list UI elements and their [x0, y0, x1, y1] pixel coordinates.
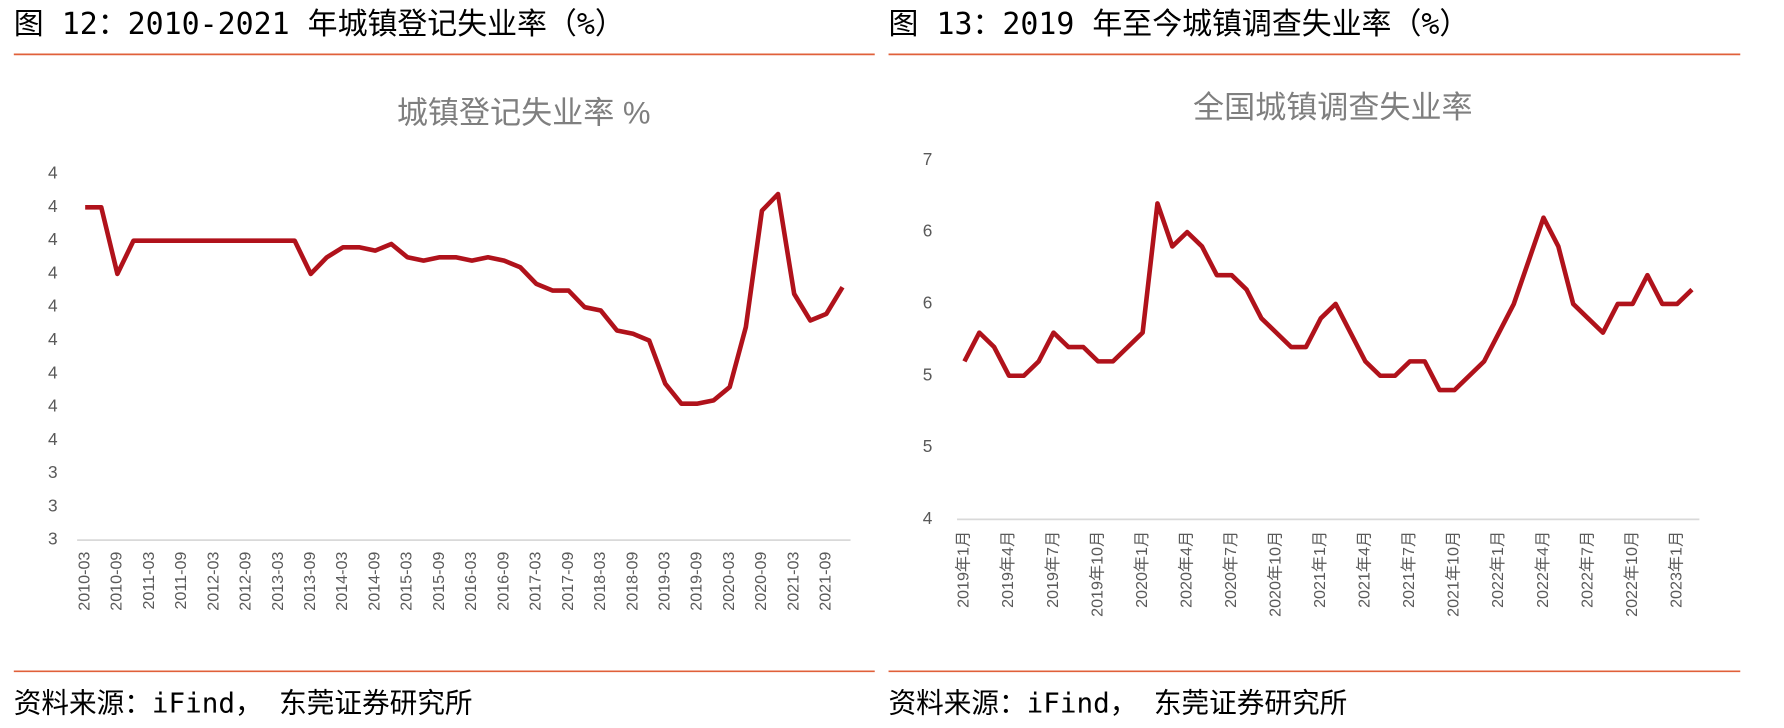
- x-tick-label: 2022年1月: [1489, 531, 1507, 608]
- x-tick-label: 2010-03: [75, 552, 93, 611]
- x-tick-label: 2022年4月: [1534, 531, 1552, 608]
- x-tick-label: 2020年10月: [1267, 531, 1285, 617]
- y-tick-label: 4: [48, 163, 58, 183]
- x-tick-label: 2020-09: [752, 552, 770, 611]
- y-tick-label: 4: [48, 196, 58, 216]
- figure-caption: 图 12：2010-2021 年城镇登记失业率（%）: [14, 7, 625, 42]
- y-tick-label: 6: [923, 292, 933, 312]
- data-line: [85, 191, 845, 406]
- x-tick-label: 2013-09: [301, 552, 319, 611]
- y-tick-label: 4: [48, 429, 58, 449]
- x-tick-label: 2017-03: [527, 552, 545, 611]
- x-tick-label: 2021年10月: [1445, 531, 1463, 617]
- x-tick-label: 2021-03: [784, 552, 802, 611]
- x-tick-label: 2011-03: [140, 552, 158, 610]
- x-tick-label: 2017-09: [559, 552, 577, 611]
- x-tick-label: 2010-09: [108, 552, 126, 611]
- x-tick-label: 2019-03: [656, 552, 674, 611]
- x-tick-label: 2018-09: [623, 552, 641, 611]
- x-tick-label: 2021年7月: [1400, 531, 1418, 608]
- x-tick-label: 2022年7月: [1578, 531, 1596, 608]
- x-tick-label: 2019年4月: [999, 531, 1017, 608]
- y-tick-label: 3: [48, 495, 58, 515]
- x-tick-label: 2016-09: [494, 552, 512, 611]
- x-tick-label: 2014-03: [333, 552, 351, 611]
- x-tick-label: 2019年10月: [1088, 531, 1106, 617]
- y-tick-label: 4: [48, 362, 58, 382]
- x-tick-label: 2015-09: [430, 552, 448, 611]
- data-line: [962, 201, 1694, 393]
- chart-title: 全国城镇调查失业率: [1193, 90, 1473, 125]
- y-tick-label: 6: [923, 221, 933, 241]
- y-tick-label: 5: [923, 364, 933, 384]
- x-tick-label: 2020-03: [720, 552, 738, 611]
- chart-title: 城镇登记失业率 %: [397, 96, 651, 131]
- x-tick-label: 2020年4月: [1177, 531, 1195, 608]
- x-tick-label: 2019-09: [688, 552, 706, 611]
- y-tick-label: 4: [48, 329, 58, 349]
- x-tick-label: 2022年10月: [1623, 531, 1641, 617]
- y-tick-label: 3: [48, 462, 58, 482]
- x-tick-label: 2011-09: [172, 552, 190, 610]
- x-tick-label: 2012-03: [204, 552, 222, 611]
- x-tick-label: 2013-03: [269, 552, 287, 611]
- y-tick-label: 4: [48, 262, 58, 282]
- y-tick-label: 4: [48, 296, 58, 316]
- y-tick-label: 4: [48, 229, 58, 249]
- x-tick-label: 2012-09: [237, 552, 255, 611]
- x-tick-label: 2021年4月: [1356, 531, 1374, 608]
- x-tick-label: 2019年7月: [1044, 531, 1062, 608]
- x-tick-label: 2016-03: [462, 552, 480, 611]
- x-tick-label: 2015-03: [398, 552, 416, 611]
- x-tick-label: 2014-09: [365, 552, 383, 611]
- y-tick-label: 5: [923, 436, 933, 456]
- x-tick-label: 2023年1月: [1667, 531, 1685, 608]
- x-tick-label: 2021-09: [817, 552, 835, 611]
- figure-caption: 图 13：2019 年至今城镇调查失业率（%）: [889, 7, 1470, 42]
- x-tick-label: 2020年1月: [1133, 531, 1151, 608]
- x-tick-label: 2021年1月: [1311, 531, 1329, 608]
- source-note: 资料来源：iFind， 东莞证券研究所: [889, 687, 1348, 720]
- x-tick-label: 2020年7月: [1222, 531, 1240, 608]
- x-tick-label: 2018-03: [591, 552, 609, 611]
- source-note: 资料来源：iFind， 东莞证券研究所: [14, 687, 473, 720]
- y-tick-label: 4: [48, 396, 58, 416]
- y-tick-label: 7: [923, 149, 933, 169]
- y-tick-label: 3: [48, 529, 58, 549]
- y-tick-label: 4: [923, 508, 933, 528]
- x-tick-label: 2019年1月: [955, 531, 973, 608]
